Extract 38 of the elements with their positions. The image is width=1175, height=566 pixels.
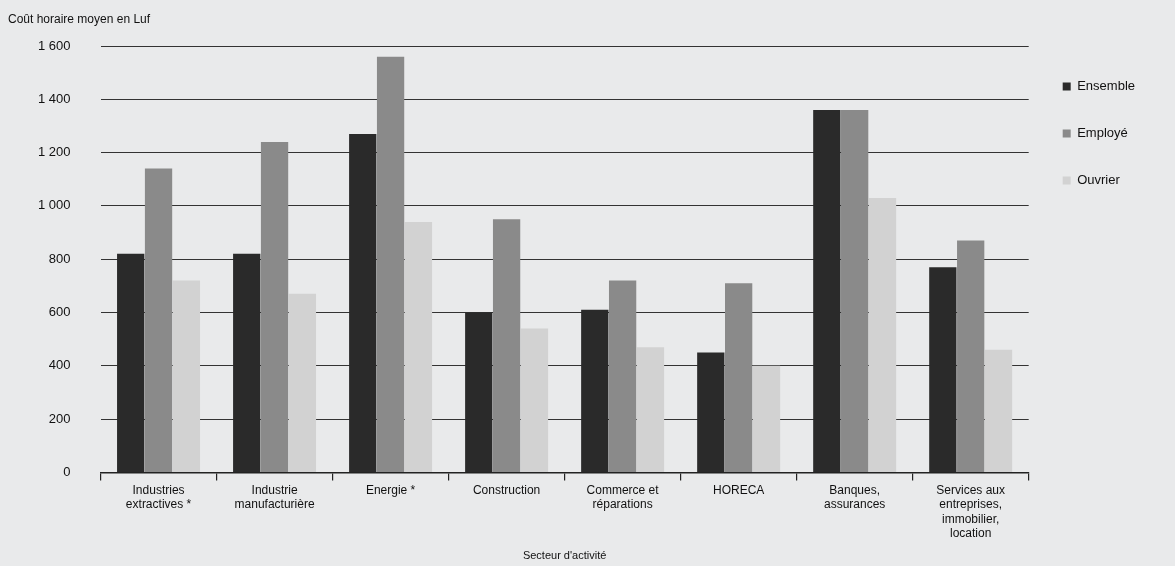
- x-tick-label: Energie *: [365, 482, 416, 497]
- bar: [984, 349, 1013, 472]
- x-tick-label: Industries extractives *: [125, 482, 192, 512]
- x-tick-label: Services aux entreprises, immobilier, location: [936, 482, 1006, 541]
- bar: [636, 347, 665, 472]
- y-axis-title: Coût horaire moyen en Luf: [8, 12, 151, 27]
- x-tick-label: Industrie manufacturière: [234, 482, 315, 512]
- x-tick-label: Commerce et réparations: [586, 482, 660, 512]
- bar: [288, 293, 317, 472]
- y-tick-label: 1 200: [37, 144, 71, 160]
- bar: [752, 365, 781, 472]
- bar: [404, 221, 433, 472]
- bar: [144, 168, 173, 472]
- x-tick-label: Construction: [472, 482, 541, 497]
- y-tick-label: 0: [63, 463, 71, 479]
- y-tick-label: 400: [48, 357, 71, 373]
- bar: [260, 141, 289, 472]
- y-tick-label: 1 600: [37, 37, 71, 53]
- legend-label: Ouvrier: [1077, 172, 1121, 188]
- x-tick-label: HORECA: [712, 482, 765, 497]
- legend-label: Employé: [1077, 125, 1128, 141]
- y-tick-label: 200: [48, 410, 71, 426]
- bar: [492, 219, 521, 472]
- x-axis-title: Secteur d'activité: [522, 549, 607, 562]
- y-tick-label: 600: [48, 304, 71, 320]
- bar: [725, 283, 753, 472]
- bar: [957, 240, 985, 472]
- bar: [172, 280, 201, 472]
- bar: [376, 56, 405, 472]
- bar: [841, 109, 869, 472]
- bar: [868, 197, 897, 472]
- bar: [520, 328, 549, 472]
- x-tick-label: Banques, assurances: [823, 482, 886, 512]
- legend-label: Ensemble: [1077, 78, 1135, 94]
- y-tick-label: 1 000: [37, 197, 71, 213]
- y-tick-label: 1 400: [37, 90, 71, 106]
- y-tick-label: 800: [48, 250, 71, 266]
- bar: [608, 280, 637, 472]
